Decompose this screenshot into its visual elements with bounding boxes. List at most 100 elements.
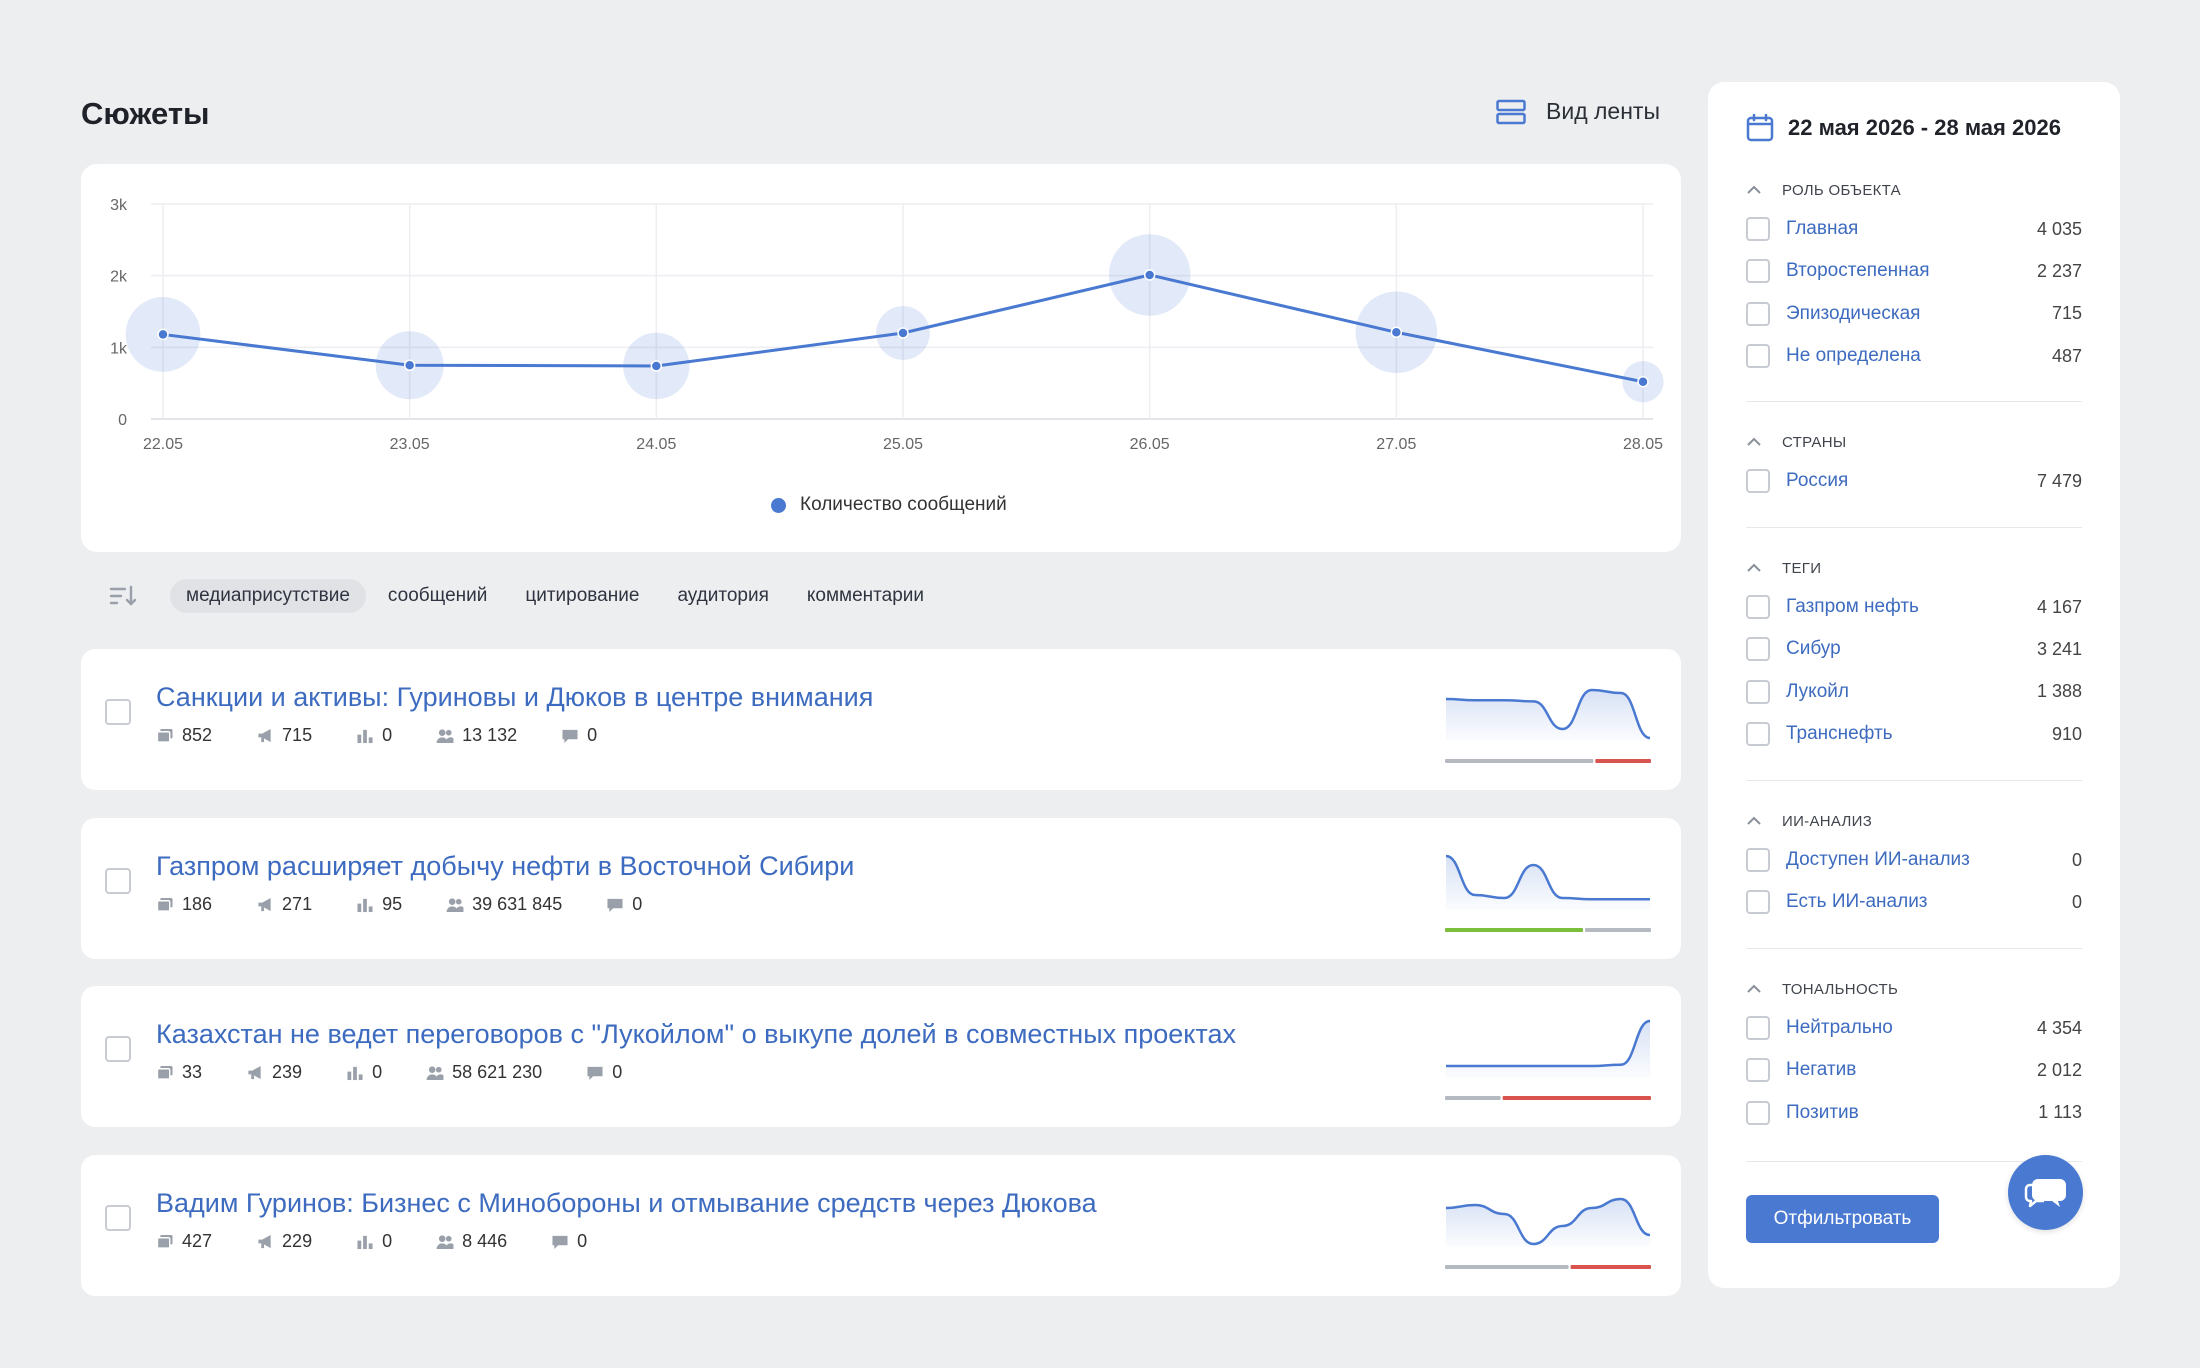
sort-option-comments[interactable]: комментарии — [806, 585, 925, 606]
chart-legend[interactable]: Количество сообщений — [771, 494, 1007, 516]
filter-checkbox[interactable] — [1746, 595, 1770, 620]
story-title-link[interactable]: Санкции и активы: Гуриновы и Дюков в цен… — [156, 682, 874, 712]
filter-checkbox[interactable] — [1746, 301, 1770, 326]
filter-section-header[interactable]: ТЕГИ — [1746, 556, 2082, 580]
data-point[interactable] — [403, 359, 416, 371]
story-metric: 229 — [256, 1231, 312, 1252]
audience-icon — [436, 728, 454, 743]
filter-checkbox[interactable] — [1746, 637, 1770, 662]
story-card[interactable]: Вадим Гуринов: Бизнес с Минобороны и отм… — [81, 1155, 1681, 1296]
filter-option-label[interactable]: Главная — [1786, 218, 1859, 240]
metric-value: 0 — [382, 1231, 393, 1251]
filter-option-label[interactable]: Россия — [1786, 470, 1849, 492]
filter-option-label[interactable]: Лукойл — [1786, 680, 1849, 702]
story-card[interactable]: Газпром расширяет добычу нефти в Восточн… — [81, 818, 1681, 959]
filter-option[interactable]: Второстепенная 2 237 — [1746, 250, 2082, 292]
filter-checkbox[interactable] — [1746, 679, 1770, 704]
data-point[interactable] — [897, 327, 909, 339]
filter-option[interactable]: Лукойл 1 388 — [1746, 671, 2082, 713]
filter-section: РОЛЬ ОБЪЕКТА Главная 4 035 Второстепенная 2 … — [1746, 178, 2082, 377]
messages-icon — [156, 1234, 173, 1249]
filter-checkbox[interactable] — [1746, 1100, 1770, 1125]
filter-option[interactable]: Позитив 1 113 — [1746, 1092, 2082, 1134]
filter-option-label[interactable]: Доступен ИИ-анализ — [1786, 849, 1970, 871]
story-metric: 13 132 — [436, 725, 517, 746]
sort-option-audience[interactable]: аудитория — [677, 585, 769, 606]
filter-checkbox[interactable] — [1746, 217, 1770, 242]
filter-option[interactable]: Главная 4 035 — [1746, 208, 2082, 250]
data-point[interactable] — [1637, 375, 1649, 388]
filter-option-label[interactable]: Сибур — [1786, 638, 1841, 660]
filter-option-label[interactable]: Эпизодическая — [1786, 302, 1921, 324]
filter-section-header[interactable]: РОЛЬ ОБЪЕКТА — [1746, 178, 2082, 202]
data-point[interactable] — [1143, 269, 1156, 281]
section-divider — [1746, 948, 2082, 949]
filter-checkbox[interactable] — [1746, 890, 1770, 915]
filter-option-label[interactable]: Второстепенная — [1786, 260, 1930, 282]
filter-option[interactable]: Россия 7 479 — [1746, 460, 2082, 502]
filter-option-label[interactable]: Газпром нефть — [1786, 596, 1919, 618]
filter-option-label[interactable]: Транснефть — [1786, 723, 1893, 745]
y-tick-label: 2k — [110, 269, 128, 286]
filter-option-count: 715 — [2051, 303, 2082, 324]
story-checkbox[interactable] — [105, 699, 131, 725]
filter-option[interactable]: Доступен ИИ-анализ 0 — [1746, 839, 2082, 881]
filter-checkbox[interactable] — [1746, 259, 1770, 284]
filter-option[interactable]: Газпром нефть 4 167 — [1746, 586, 2082, 628]
data-point[interactable] — [157, 328, 169, 341]
sort-icon[interactable] — [108, 582, 138, 610]
chevron-up-icon — [1747, 437, 1761, 446]
filter-checkbox[interactable] — [1746, 848, 1770, 873]
story-metric: 0 — [346, 1062, 382, 1083]
story-title-link[interactable]: Казахстан не ведет переговоров с "Лукойл… — [156, 1019, 1236, 1049]
filter-option[interactable]: Негатив 2 012 — [1746, 1049, 2082, 1091]
filter-options: Главная 4 035 Второстепенная 2 237 Эпизодиче… — [1746, 208, 2082, 377]
filter-option-count: 4 035 — [2036, 218, 2082, 239]
filter-checkbox[interactable] — [1746, 1016, 1770, 1041]
filter-option-label[interactable]: Есть ИИ-анализ — [1786, 891, 1928, 913]
filter-option-count: 0 — [2071, 891, 2082, 912]
story-card[interactable]: Санкции и активы: Гуриновы и Дюков в цен… — [81, 649, 1681, 790]
sort-option-citation[interactable]: цитирование — [525, 585, 640, 606]
sort-option-messages[interactable]: сообщений — [387, 585, 488, 606]
filter-option[interactable]: Нейтрально 4 354 — [1746, 1007, 2082, 1049]
filter-section-header[interactable]: ТОНАЛЬНОСТЬ — [1746, 977, 2082, 1001]
filter-option[interactable]: Не определена 487 — [1746, 335, 2082, 377]
apply-filter-button[interactable]: Отфильтровать — [1746, 1195, 1939, 1243]
filter-option-label[interactable]: Негатив — [1786, 1059, 1857, 1081]
filter-option[interactable]: Транснефть 910 — [1746, 713, 2082, 755]
filter-section-title: ТЕГИ — [1782, 559, 1822, 577]
filter-option[interactable]: Сибур 3 241 — [1746, 628, 2082, 670]
filter-option-label[interactable]: Не определена — [1786, 345, 1921, 367]
story-metrics: 852 715 0 13 132 0 — [156, 725, 641, 746]
story-title-link[interactable]: Газпром расширяет добычу нефти в Восточн… — [156, 851, 855, 881]
data-point[interactable] — [1390, 326, 1403, 339]
story-checkbox[interactable] — [105, 1036, 131, 1062]
filter-panel: 22 мая 2026 - 28 мая 2026 РОЛЬ ОБЪЕКТА Гл… — [1708, 82, 2120, 1288]
filter-option[interactable]: Эпизодическая 715 — [1746, 293, 2082, 335]
story-checkbox[interactable] — [105, 1205, 131, 1231]
date-range-picker[interactable]: 22 мая 2026 - 28 мая 2026 — [1746, 114, 2061, 142]
story-metric: 39 631 845 — [446, 894, 562, 915]
story-card[interactable]: Казахстан не ведет переговоров с "Лукойл… — [81, 986, 1681, 1127]
chat-button[interactable] — [2008, 1155, 2083, 1230]
feed-view-button[interactable]: Вид ленты — [1496, 98, 1660, 125]
data-point[interactable] — [650, 360, 663, 372]
filter-section-header[interactable]: ИИ-АНАЛИЗ — [1746, 809, 2082, 833]
filter-checkbox[interactable] — [1746, 722, 1770, 747]
story-checkbox[interactable] — [105, 868, 131, 894]
filter-checkbox[interactable] — [1746, 344, 1770, 369]
sort-option-media-presence[interactable]: медиаприсутствие — [170, 579, 366, 613]
filter-section: ТОНАЛЬНОСТЬ Нейтрально 4 354 Негатив 2 012 По… — [1746, 977, 2082, 1134]
filter-option-count: 910 — [2051, 723, 2082, 744]
filter-checkbox[interactable] — [1746, 1058, 1770, 1083]
filter-option[interactable]: Есть ИИ-анализ 0 — [1746, 881, 2082, 923]
filter-section-header[interactable]: СТРАНЫ — [1746, 430, 2082, 454]
filter-checkbox[interactable] — [1746, 469, 1770, 494]
story-title-link[interactable]: Вадим Гуринов: Бизнес с Минобороны и отм… — [156, 1188, 1097, 1218]
filter-option-count: 0 — [2071, 849, 2082, 870]
x-tick-label: 27.05 — [1376, 436, 1416, 453]
filter-option-label[interactable]: Нейтрально — [1786, 1017, 1893, 1039]
filter-option-label[interactable]: Позитив — [1786, 1101, 1859, 1123]
sentiment-bar-positive — [1445, 928, 1584, 932]
